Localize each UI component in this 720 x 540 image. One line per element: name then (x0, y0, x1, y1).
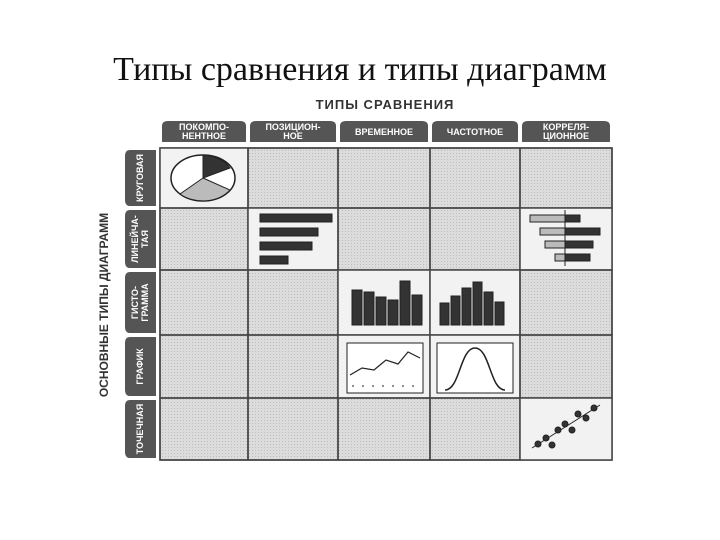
frequency-histogram-icon (439, 281, 505, 326)
row-tab (125, 272, 156, 333)
row-tab (125, 337, 156, 396)
column-label: НОЕ (283, 131, 303, 141)
cell (519, 397, 613, 461)
bell-icon (436, 342, 514, 394)
line-icon (346, 342, 424, 394)
column-label: ЧАСТОТНОЕ (447, 127, 503, 137)
column-label: ВРЕМЕННОЕ (355, 127, 413, 137)
row-label: ТАЯ (140, 230, 150, 248)
column-label: ПОКОМПО- (179, 122, 229, 132)
scatter-icon (531, 404, 601, 449)
pie-slice (179, 177, 231, 202)
row-axis-label: ОСНОВНЫЕ ТИПЫ ДИАГРАММ (97, 213, 111, 397)
column-label: НЕНТНОЕ (182, 131, 226, 141)
column-tab (432, 121, 518, 142)
row-label: ГИСТО- (130, 286, 140, 319)
pie-slice (202, 154, 231, 179)
slide-title: Типы сравнения и типы диаграмм (113, 51, 607, 88)
column-tab (522, 121, 610, 142)
column-label: ПОЗИЦИОН- (265, 122, 320, 132)
row-label: ЛИНЕЙЧА- (129, 215, 140, 263)
icons (170, 154, 601, 449)
histogram-icon (351, 280, 423, 326)
tornado-icon (529, 210, 601, 266)
row-label: ТОЧЕЧНАЯ (135, 404, 145, 454)
row-label: ГРАФИК (135, 348, 145, 385)
labels: ПОКОМПО-НЕНТНОЕ ПОЗИЦИОН-НОЕ ВРЕМЕННОЕ ЧАСТ… (125, 121, 610, 458)
column-label: КОРРЕЛЯ- (543, 122, 589, 132)
row-label: КРУГОВАЯ (135, 154, 145, 202)
column-tab (340, 121, 428, 142)
row-tab (125, 400, 156, 458)
column-label: ЦИОННОЕ (543, 131, 589, 141)
row-tab (125, 150, 156, 206)
column-tab (250, 121, 336, 142)
row-label: ГРАММА (140, 283, 150, 322)
column-axis-label: ТИПЫ СРАВНЕНИЯ (316, 97, 455, 112)
bar-icon (259, 213, 333, 265)
column-tab (162, 121, 246, 142)
row-tab (125, 210, 156, 268)
